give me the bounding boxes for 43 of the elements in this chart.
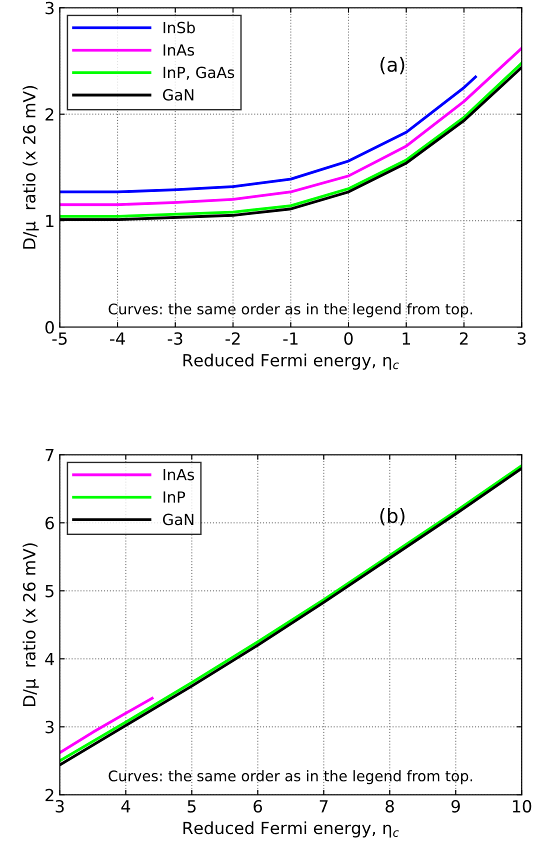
x-tick-label: 3 (56, 800, 64, 813)
x-tick-label: 7 (320, 800, 328, 812)
annotation: Curves: the same order as in the legend from top. (108, 303, 472, 318)
x-tick-label: 2 (460, 332, 468, 345)
x-axis-title: Reduced Fermi energy, η$_{c}$ (183, 821, 399, 838)
x-tick-label: 5 (188, 800, 196, 813)
x-tick-label: -5 (52, 332, 67, 345)
y-axis-title: D/μ ratio (x 26 mV) (22, 543, 39, 706)
annotation: (b) (380, 508, 404, 526)
annotation: (a) (380, 56, 404, 74)
annotation: Curves: the same order as in the legend from top. (108, 770, 472, 784)
y-tick-label: 6 (46, 516, 54, 530)
legend-label: InP, GaAs (164, 66, 234, 80)
legend-label: GaN (163, 89, 194, 101)
x-axis-title: Reduced Fermi energy, η$_{c}$ (183, 354, 399, 370)
y-tick-label: 7 (46, 448, 54, 462)
x-tick-label: 1 (402, 332, 410, 345)
legend-label: InP (164, 491, 186, 503)
y-tick-label: 2 (46, 108, 54, 121)
x-tick-label: -2 (226, 332, 240, 345)
y-tick-label: 5 (46, 584, 54, 598)
x-tick-label: 0 (344, 332, 353, 345)
line-series (60, 696, 154, 754)
x-tick-label: 4 (121, 800, 130, 812)
y-tick-label: 3 (46, 2, 54, 14)
legend-label: InAs (164, 44, 194, 56)
x-tick-label: 10 (512, 800, 532, 813)
legend-label: GaN (163, 514, 194, 526)
x-tick-label: 8 (386, 800, 394, 813)
y-axis-title: D/μ ratio (x 26 mV) (22, 86, 39, 249)
legend-label: InSb (164, 22, 195, 34)
x-tick-label: 3 (518, 332, 526, 345)
x-tick-label: -4 (110, 332, 125, 345)
x-tick-label: 9 (451, 800, 460, 813)
y-tick-label: 3 (46, 720, 54, 734)
y-tick-label: 1 (46, 214, 54, 227)
legend-label: InAs (164, 469, 194, 480)
y-tick-label: 4 (45, 652, 54, 666)
x-tick-label: 6 (254, 800, 262, 813)
y-tick-label: 2 (46, 788, 54, 802)
x-tick-label: -3 (168, 332, 182, 345)
y-tick-label: 0 (45, 321, 54, 334)
x-tick-label: -1 (283, 332, 298, 345)
